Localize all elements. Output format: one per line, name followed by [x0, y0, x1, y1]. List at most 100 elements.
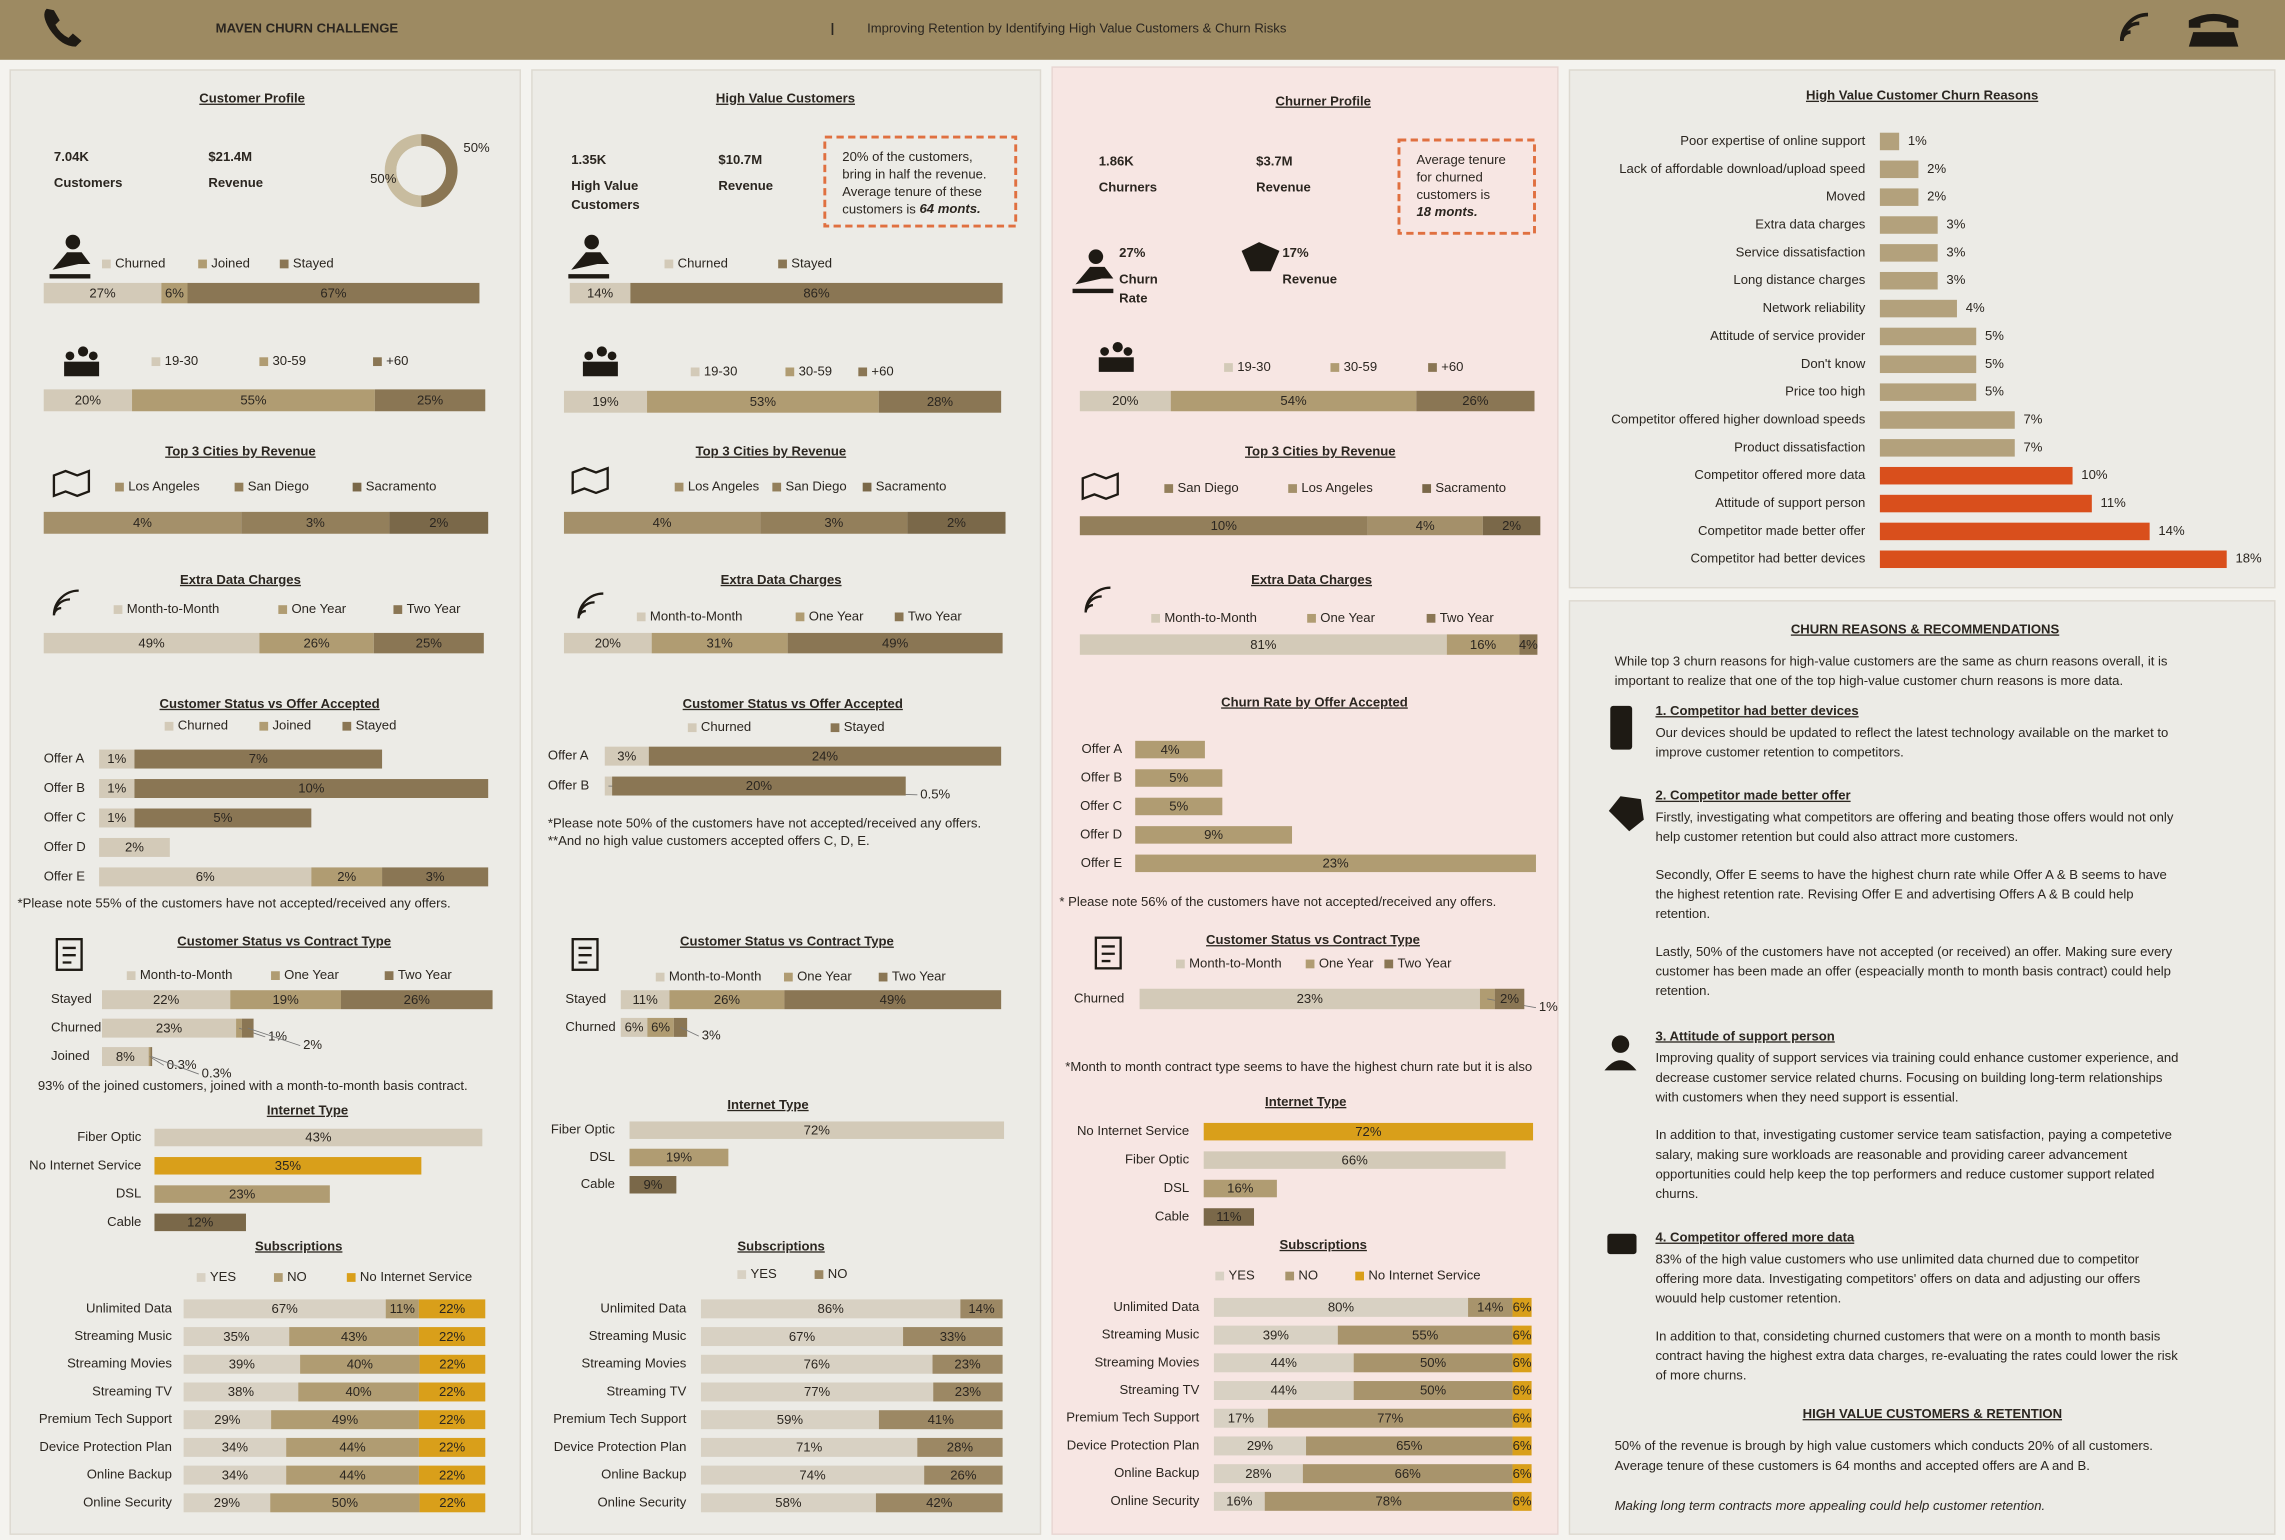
section-title: CHURN REASONS & RECOMMENDATIONS	[1791, 621, 2060, 636]
bar-segment	[374, 389, 486, 412]
row-label: Unlimited Data	[600, 1300, 687, 1315]
bar-segment	[1267, 1408, 1513, 1428]
value-label: 3%	[1946, 216, 1965, 231]
legend-label: No Internet Service	[1368, 1268, 1480, 1283]
row-label: Online Security	[83, 1494, 172, 1509]
bar-segment	[271, 1410, 419, 1430]
bar-segment	[1302, 1464, 1513, 1484]
row-label: Unlimited Data	[1113, 1299, 1200, 1314]
legend-marker	[151, 357, 161, 367]
bar-segment	[150, 1047, 153, 1067]
legend-label: YES	[210, 1269, 236, 1284]
bar-segment	[1135, 769, 1223, 787]
bar-segment	[373, 632, 484, 654]
chart-title: Customer Status vs Contract Type	[1206, 932, 1420, 947]
body-line: churns.	[1655, 1186, 1698, 1201]
value-label: 6%	[1513, 1494, 1532, 1509]
value-label: 4%	[1966, 300, 1985, 315]
value-label: 6%	[1513, 1438, 1532, 1453]
chart-title: Churn Rate by Offer Accepted	[1221, 694, 1408, 709]
bar-segment	[563, 511, 761, 534]
bar-segment	[1135, 826, 1293, 844]
bar-segment	[1879, 244, 1938, 262]
bar-segment	[875, 1493, 1003, 1513]
bar-segment	[563, 390, 648, 413]
value-label: 29%	[214, 1412, 241, 1427]
value-label: 40%	[345, 1384, 372, 1399]
legend-marker	[346, 1273, 356, 1282]
bar-segment	[134, 808, 312, 828]
value-label: 9%	[1204, 827, 1223, 842]
bar-segment	[1213, 1464, 1303, 1484]
bar-segment	[907, 511, 1006, 534]
legend-label: Two Year	[398, 967, 453, 982]
legend-label: Month-to-Month	[669, 969, 762, 984]
row-label: Online Security	[1110, 1493, 1199, 1508]
chart-title: Customer Status vs Offer Accepted	[160, 696, 380, 711]
recommendation-heading: 1. Competitor had better devices	[1655, 703, 1858, 718]
bar-segment	[700, 1354, 933, 1374]
row-label: Extra data charges	[1755, 216, 1865, 231]
bar-segment	[1879, 132, 1900, 151]
header-title: MAVEN CHURN CHALLENGE	[216, 21, 399, 36]
value-label: 67%	[320, 285, 347, 300]
bar-segment	[1512, 1325, 1532, 1345]
bar-segment	[418, 1410, 486, 1430]
value-label: 26%	[950, 1467, 977, 1482]
row-label: Churned	[51, 1020, 101, 1035]
legend-marker	[1151, 613, 1160, 623]
value-label: 9%	[643, 1177, 662, 1192]
row-label: Streaming TV	[92, 1383, 172, 1398]
value-label: 31%	[707, 635, 734, 650]
chart-title: Top 3 Cities by Revenue	[1245, 444, 1396, 459]
row-label: Offer C	[44, 809, 86, 824]
bar-segment	[102, 1018, 237, 1038]
legend-label: NO	[828, 1266, 848, 1281]
value-label: 74%	[799, 1467, 826, 1482]
value-label: 23%	[955, 1384, 982, 1399]
row-label: Streaming Movies	[67, 1356, 172, 1371]
value-label: 23%	[954, 1356, 981, 1371]
value-label: 22%	[439, 1412, 466, 1427]
legend-label: Joined	[273, 718, 312, 733]
value-label: 72%	[804, 1122, 831, 1137]
chart-title: Internet Type	[267, 1103, 348, 1118]
value-label: 71%	[796, 1440, 823, 1455]
legend-marker	[126, 971, 136, 980]
row-label: Competitor offered more data	[1694, 467, 1866, 482]
row-label: Premium Tech Support	[1066, 1410, 1199, 1425]
value-label: 22%	[439, 1301, 466, 1316]
value-label: 1%	[107, 781, 126, 796]
bar-segment	[1353, 1353, 1513, 1373]
row-label: Online Security	[598, 1494, 687, 1509]
highlight-label: Rate	[1119, 290, 1147, 305]
value-label: 3%	[824, 515, 843, 530]
value-label: 24%	[812, 748, 839, 763]
bar-segment	[1512, 1353, 1532, 1373]
legend-label: YES	[1228, 1268, 1254, 1283]
body-line: Average tenure of these customers is 64 …	[1615, 1458, 2090, 1473]
row-label: Churned	[565, 1019, 615, 1034]
body-line: 83% of the high value customers who use …	[1655, 1251, 2139, 1266]
body-line: important to realize that one of the top…	[1615, 673, 2123, 688]
value-label: 66%	[1342, 1152, 1369, 1167]
value-label: 3%	[306, 515, 325, 530]
value-label: 6%	[165, 285, 184, 300]
bar-segment	[620, 990, 670, 1010]
legend-label: 19-30	[704, 363, 738, 378]
row-label: Streaming Movies	[581, 1356, 686, 1371]
row-label: Offer B	[44, 780, 86, 795]
kpi-value: 1.86K	[1099, 153, 1135, 168]
bar-segment	[99, 808, 135, 828]
chart-title: Customer Status vs Contract Type	[680, 934, 894, 949]
row-label: Device Protection Plan	[554, 1439, 687, 1454]
value-label: 4%	[1416, 518, 1435, 533]
bar-segment	[787, 632, 1003, 654]
value-label: 16%	[1226, 1494, 1253, 1509]
bar-segment	[154, 1128, 483, 1147]
legend-marker	[393, 605, 403, 614]
legend-label: NO	[1298, 1268, 1318, 1283]
value-label: 34%	[222, 1467, 249, 1482]
row-label: Lack of affordable download/upload speed	[1619, 161, 1865, 176]
